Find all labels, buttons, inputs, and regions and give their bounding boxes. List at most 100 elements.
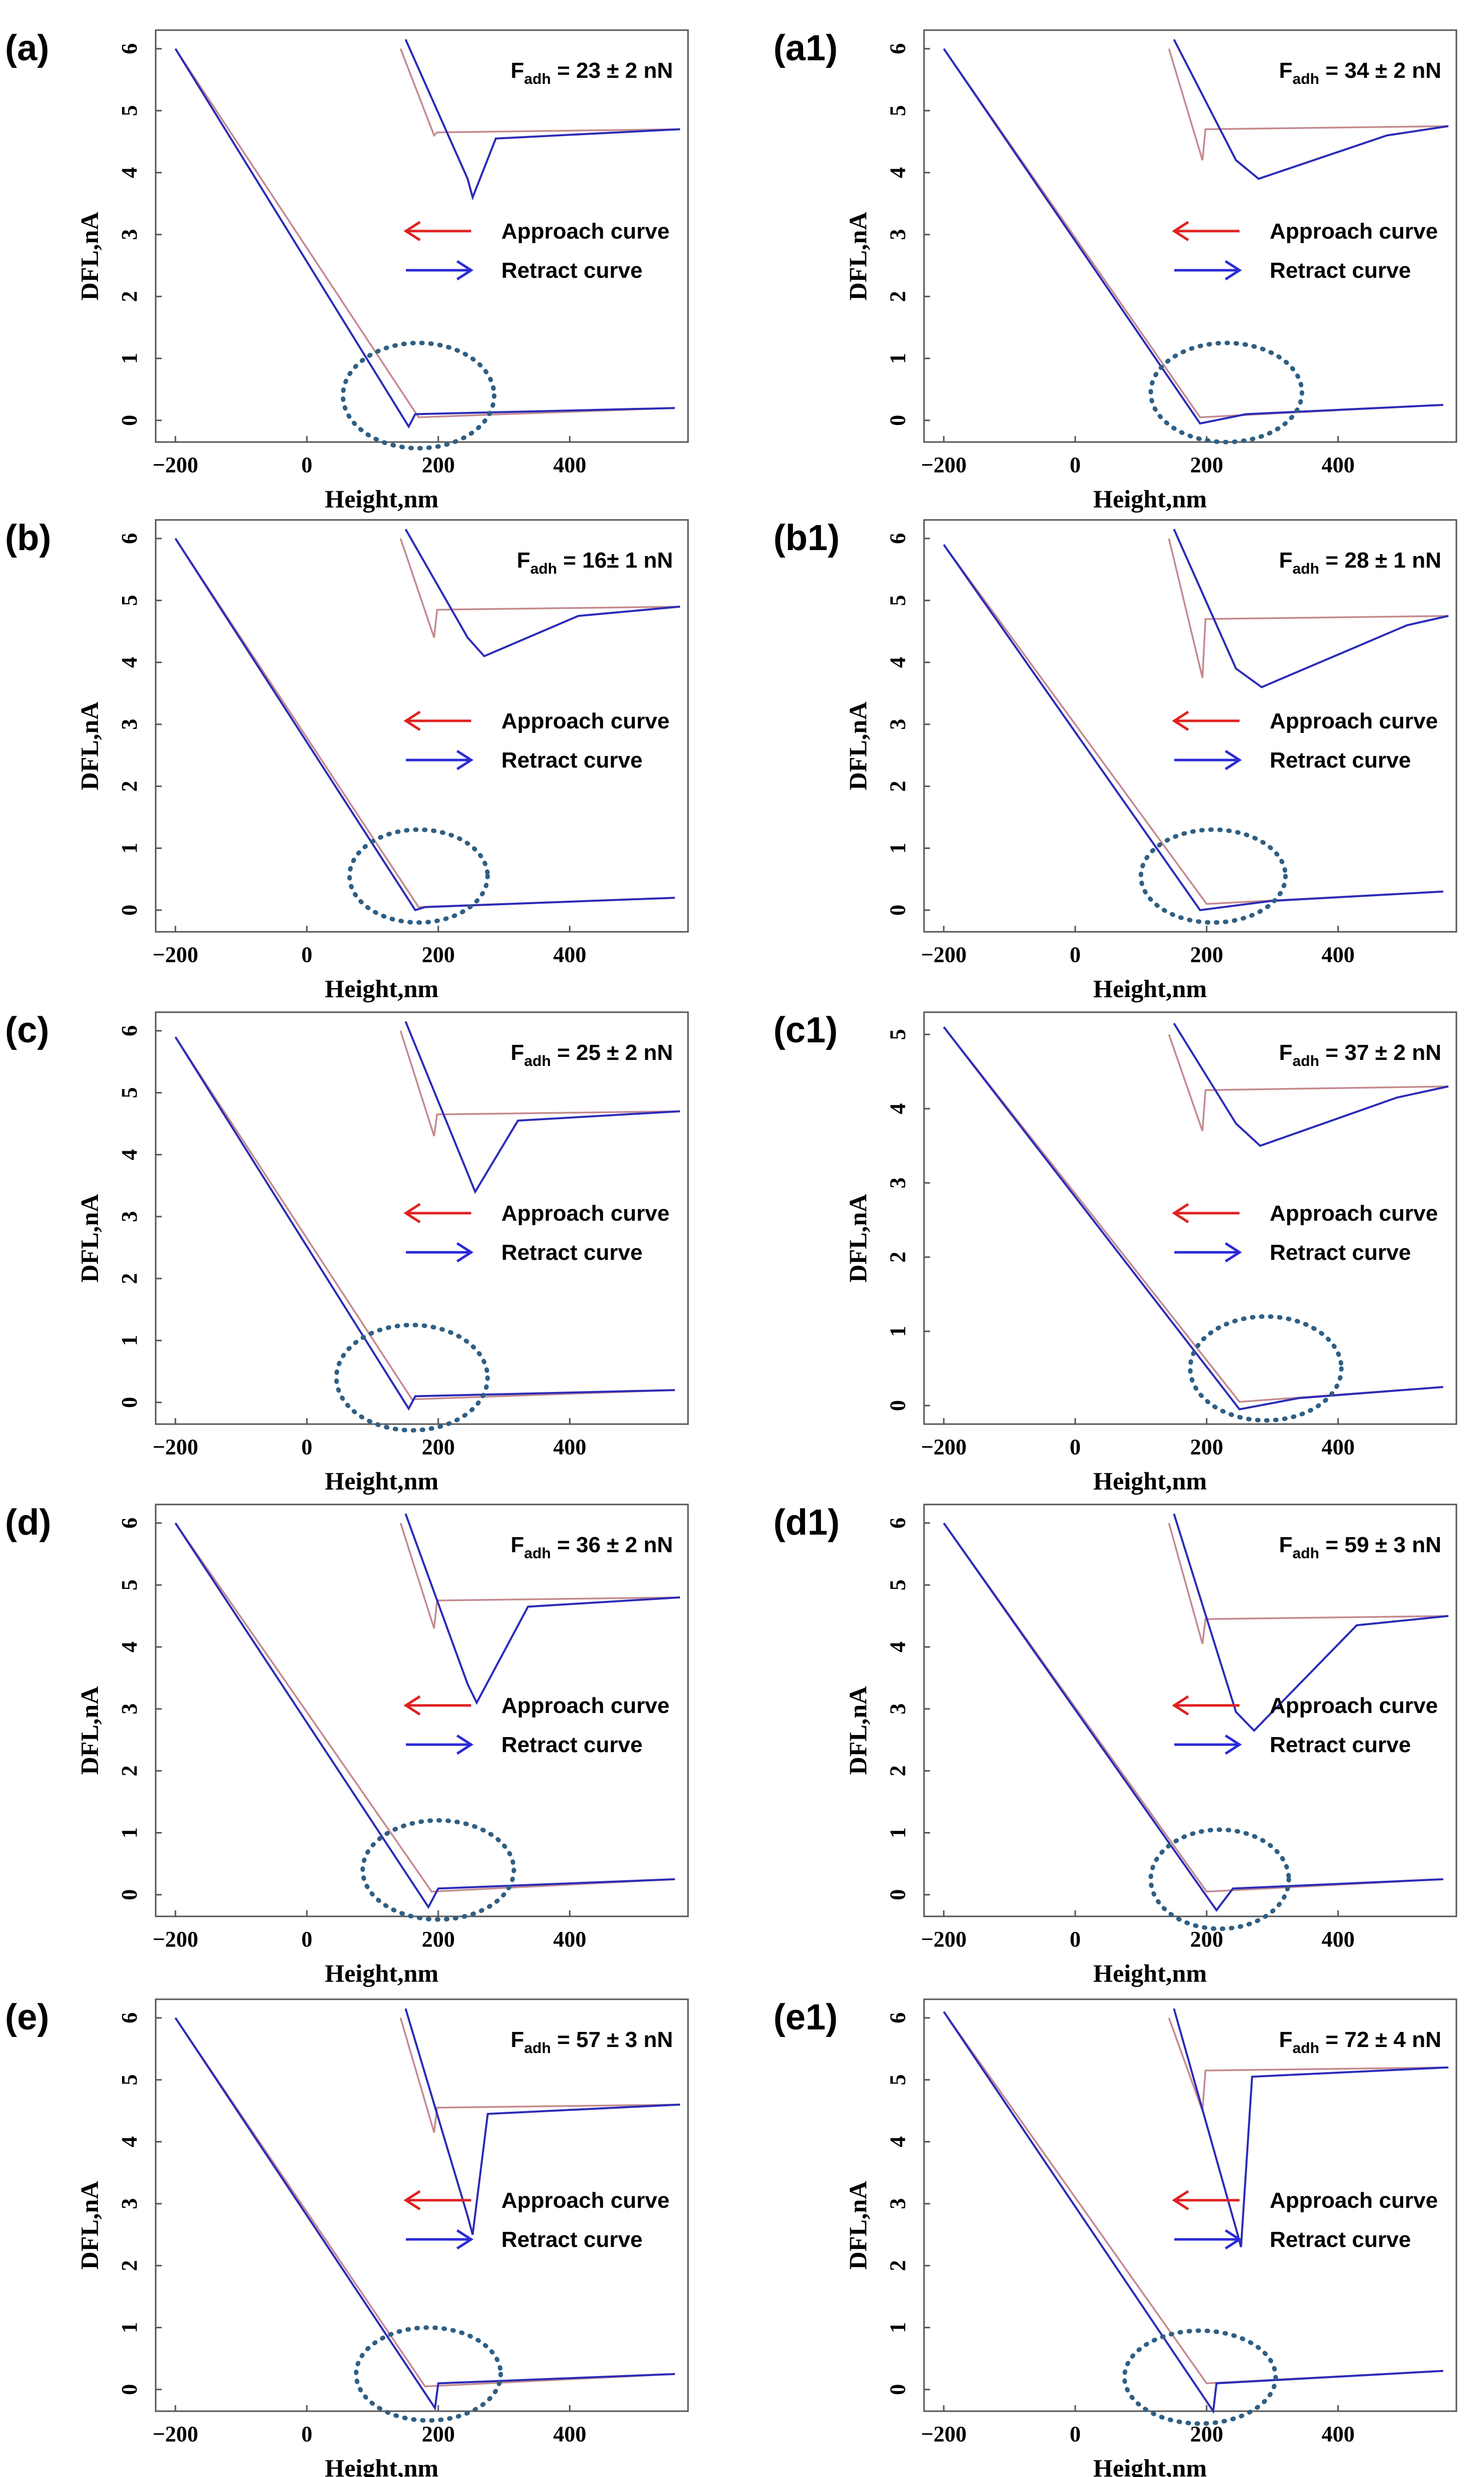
contact-region-ellipse (1148, 341, 1304, 445)
panel-label: (d) (5, 1502, 51, 1543)
x-tick-label: 400 (1321, 2422, 1354, 2446)
inset-approach-curve (1168, 2017, 1449, 2111)
plot-frame (923, 1011, 1457, 1425)
retract-arrow-head (456, 1734, 474, 1755)
y-axis-title: DFL,nA (844, 212, 872, 300)
y-tick-label: 6 (117, 43, 142, 54)
retract-curve (943, 2011, 1443, 2414)
y-tick-label: 2 (117, 781, 142, 792)
x-tick-label: 400 (1321, 942, 1354, 967)
inset-approach-curve (399, 2017, 680, 2133)
plot-frame (155, 29, 689, 443)
x-tick-label: 0 (1070, 1927, 1081, 1952)
y-tick-label: 3 (117, 229, 142, 240)
y-tick-label: 5 (117, 2074, 142, 2085)
y-axis-title: DFL,nA (75, 702, 103, 790)
plot-frame (155, 1503, 689, 1917)
fadh-subscript: adh (1293, 1545, 1319, 1562)
y-tick-label: 6 (117, 2012, 142, 2023)
approach-curve (174, 48, 675, 418)
adhesion-force-label: Fadh = 57 ± 3 nN (511, 2027, 673, 2057)
y-tick-label: 0 (117, 1889, 142, 1900)
plot-frame (923, 29, 1457, 443)
fadh-subscript: adh (1293, 71, 1319, 87)
y-tick-label: 2 (885, 291, 910, 302)
legend-approach: Approach curve (1270, 1693, 1438, 1718)
panel-label: (e) (5, 1997, 49, 2037)
y-tick-label: 0 (885, 1889, 910, 1900)
legend-retract: Retract curve (501, 1733, 642, 1757)
contact-region-ellipse (347, 827, 490, 925)
x-axis-title: Height,nm (325, 2454, 438, 2477)
y-tick-label: 1 (885, 2322, 910, 2333)
y-tick-label: 6 (885, 2012, 910, 2023)
adhesion-force-label: Fadh = 37 ± 2 nN (1279, 1040, 1441, 1069)
x-tick-label: −200 (153, 2422, 198, 2446)
fadh-subscript: adh (524, 1545, 551, 1562)
y-tick-label: 3 (117, 1211, 142, 1222)
x-tick-label: 200 (422, 1435, 455, 1459)
inset-retract-curve (1173, 528, 1449, 689)
x-axis-title: Height,nm (1093, 2454, 1207, 2477)
y-tick-label: 6 (117, 1025, 142, 1036)
contact-region-ellipse (354, 2325, 503, 2423)
legend-retract: Retract curve (1270, 258, 1411, 283)
y-tick-label: 2 (885, 1252, 910, 1263)
contact-region-ellipse (360, 1818, 516, 1922)
approach-arrow-head (1172, 1203, 1189, 1224)
inset-retract-curve (404, 1513, 680, 1705)
approach-arrow-head (403, 710, 421, 731)
x-axis-title: Height,nm (325, 485, 438, 513)
x-tick-label: 400 (1321, 453, 1354, 477)
retract-arrow-head (456, 749, 474, 771)
approach-arrow-head (403, 221, 421, 242)
fadh-symbol: F (1279, 2027, 1293, 2052)
legend-retract: Retract curve (501, 2227, 642, 2252)
legend-approach: Approach curve (1270, 2188, 1438, 2213)
retract-arrow-head (1224, 749, 1242, 771)
approach-arrow-head (403, 1203, 421, 1224)
y-tick-label: 1 (885, 1827, 910, 1839)
legend-approach: Approach curve (501, 1201, 669, 1226)
x-tick-label: 200 (422, 453, 455, 477)
inset-retract-curve (404, 1021, 680, 1195)
y-axis-title: DFL,nA (844, 1194, 872, 1282)
panel-b: (b) 0 1 2 3 4 5 6 −200 0 200 400 Height,nm DFL,nA Fadh… (5, 518, 689, 1003)
x-tick-label: 400 (553, 942, 586, 967)
x-tick-label: 400 (553, 1927, 586, 1952)
y-tick-label: 3 (885, 719, 910, 730)
y-tick-label: 1 (885, 1326, 910, 1337)
panel-label: (d1) (773, 1502, 840, 1543)
y-tick-label: 4 (117, 1149, 142, 1160)
fadh-value: = 57 ± 3 nN (551, 2027, 673, 2052)
retract-arrow-head (456, 2229, 474, 2250)
y-tick-label: 6 (885, 1518, 910, 1529)
fadh-subscript: adh (1293, 2040, 1319, 2057)
adhesion-force-label: Fadh = 16± 1 nN (517, 548, 673, 577)
panel-d1: (d1) 0 1 2 3 4 5 6 −200 0 200 400 Height,nm DFL,nA Fad… (773, 1502, 1457, 1987)
y-tick-label: 3 (117, 2198, 142, 2209)
plot-frame (923, 519, 1457, 933)
x-tick-label: −200 (921, 2422, 967, 2446)
y-tick-label: 0 (885, 2384, 910, 2395)
y-tick-label: 6 (117, 533, 142, 544)
x-tick-label: 200 (422, 942, 455, 967)
retract-arrow-head (1224, 1242, 1242, 1263)
x-tick-label: 0 (1070, 942, 1081, 967)
y-tick-label: 1 (117, 2322, 142, 2333)
fadh-subscript: adh (530, 561, 557, 577)
y-tick-label: 3 (885, 1177, 910, 1189)
retract-arrow-head (456, 1242, 474, 1263)
panel-a: (a) 0 1 2 3 4 5 6 −200 0 200 400 Height,nm DFL,nA Fadh… (5, 28, 689, 513)
x-tick-label: −200 (921, 942, 967, 967)
panel-c: (c) 0 1 2 3 4 5 6 −200 0 200 400 Height,nm DFL,nA Fadh… (5, 1010, 689, 1495)
x-tick-label: 200 (1190, 942, 1223, 967)
x-tick-label: 0 (1070, 1435, 1081, 1459)
x-tick-label: −200 (921, 453, 967, 477)
inset-retract-curve (1173, 2008, 1449, 2247)
y-tick-label: 3 (885, 229, 910, 240)
x-tick-label: 400 (553, 2422, 586, 2446)
approach-arrow-head (1172, 2190, 1189, 2211)
approach-arrow-head (403, 1695, 421, 1716)
x-axis-title: Height,nm (325, 975, 438, 1003)
